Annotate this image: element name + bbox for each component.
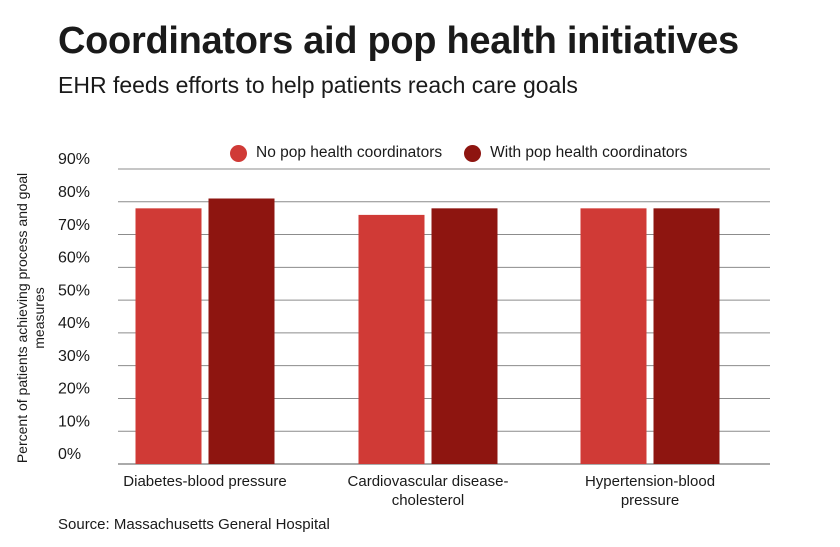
y-tick-label: 90% — [58, 151, 90, 168]
y-tick-label: 50% — [58, 282, 90, 299]
source-note: Source: Massachusetts General Hospital — [58, 516, 330, 533]
bar-with-coordinators — [431, 208, 498, 464]
x-category-label: Hypertension-blood — [585, 473, 715, 490]
y-tick-label: 40% — [58, 315, 90, 332]
legend-label-no-coordinators: No pop health coordinators — [256, 144, 443, 161]
chart-subtitle: EHR feeds efforts to help patients reach… — [58, 72, 578, 98]
y-tick-label: 20% — [58, 381, 90, 398]
y-tick-label: 80% — [58, 184, 90, 201]
chart-title: Coordinators aid pop health initiatives — [58, 20, 739, 62]
y-tick-label: 70% — [58, 217, 90, 234]
y-tick-label: 60% — [58, 250, 90, 267]
x-category-label: cholesterol — [392, 492, 465, 509]
legend: No pop health coordinators With pop heal… — [230, 144, 709, 162]
legend-item-no-coordinators: No pop health coordinators — [230, 144, 442, 162]
x-category-label: pressure — [621, 492, 679, 509]
bar-with-coordinators — [208, 198, 275, 464]
y-tick-label: 0% — [58, 446, 81, 463]
y-tick-label: 30% — [58, 348, 90, 365]
bar-with-coordinators — [653, 208, 720, 464]
x-category-label: Cardiovascular disease- — [348, 473, 509, 490]
legend-swatch-with-coordinators — [464, 144, 482, 162]
legend-swatch-no-coordinators — [230, 144, 247, 162]
legend-item-with-coordinators: With pop health coordinators — [464, 144, 687, 162]
y-tick-label: 10% — [58, 413, 90, 430]
x-category-label: Diabetes-blood pressure — [123, 473, 286, 490]
bar-no-coordinators — [580, 208, 647, 464]
bar-no-coordinators — [135, 208, 202, 464]
bar-no-coordinators — [358, 214, 425, 464]
legend-label-with-coordinators: With pop health coordinators — [490, 144, 688, 161]
